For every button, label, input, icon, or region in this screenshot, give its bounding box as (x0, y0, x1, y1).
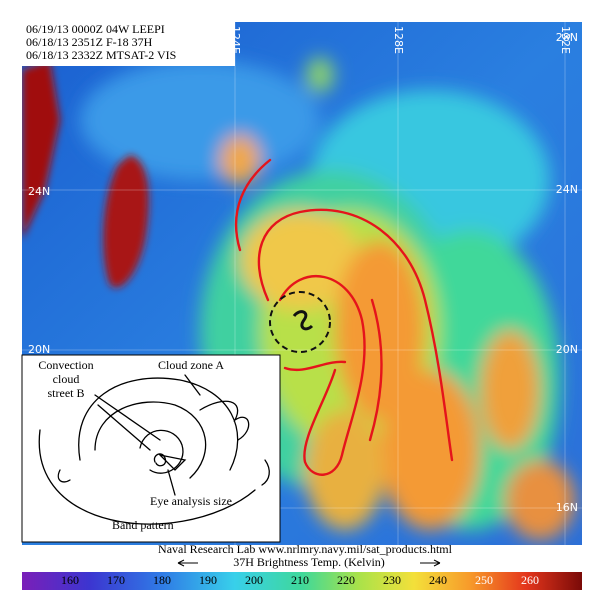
header-line: 06/18/13 2351Z F-18 37H (26, 35, 153, 49)
colorbar-tick-label: 260 (521, 573, 539, 587)
inset-label: Cloud zone A (158, 358, 224, 372)
colorbar-tick-label: 190 (199, 573, 217, 587)
latitude-label: 28N (556, 31, 578, 44)
colorbar-tick-label: 170 (107, 573, 125, 587)
colorbar-tick-label: 160 (61, 573, 79, 587)
latitude-label: 16N (556, 501, 578, 514)
latitude-label: 24N (556, 183, 578, 196)
inset-label: Convection (38, 358, 93, 372)
inset-label: Band pattern (112, 518, 174, 532)
latitude-label: 20N (28, 343, 50, 356)
colorbar (22, 572, 582, 590)
longitude-label: 124E (229, 26, 242, 54)
footer: Naval Research Lab www.nrlmry.navy.mil/s… (22, 542, 582, 590)
latitude-label: 20N (556, 343, 578, 356)
inset-label: street B (48, 386, 85, 400)
header-box (22, 22, 235, 66)
colorbar-tick-label: 230 (383, 573, 401, 587)
colorbar-tick-label: 250 (475, 573, 493, 587)
analysis-annotation (235, 158, 454, 476)
longitude-label: 132E (559, 26, 572, 54)
colorbar-tick-label: 210 (291, 573, 309, 587)
header-line: 06/18/13 2332Z MTSAT-2 VIS (26, 48, 176, 62)
colorbar-tick-label: 240 (429, 573, 447, 587)
colorbar-tick-label: 220 (337, 573, 355, 587)
satellite-image (22, 22, 582, 545)
colorbar-tick-label: 180 (153, 573, 171, 587)
inset-label: cloud (53, 372, 80, 386)
colorbar-tick-label: 200 (245, 573, 263, 587)
inset (21, 354, 281, 543)
longitude-label: 128E (392, 26, 405, 54)
colorbar-label: 37H Brightness Temp. (Kelvin) (233, 555, 385, 569)
source-label: Naval Research Lab www.nrlmry.navy.mil/s… (158, 542, 453, 556)
inset-label: Eye analysis size (150, 494, 232, 508)
header-line: 06/19/13 0000Z 04W LEEPI (26, 22, 165, 36)
latitude-label: 24N (28, 185, 50, 198)
map-labels: 28N 24N 20N 16N 24N 20N 124E 128E 132E (28, 26, 578, 514)
